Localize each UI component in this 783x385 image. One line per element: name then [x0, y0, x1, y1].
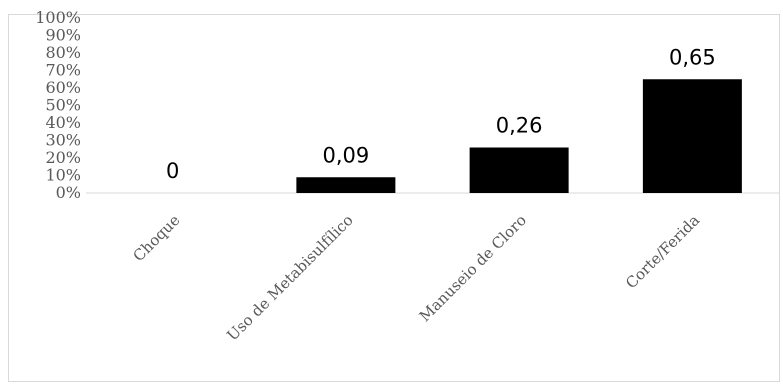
bar [642, 79, 742, 193]
category-label: Corte/Ferida [622, 211, 703, 292]
y-tick-label: 40% [45, 113, 81, 132]
data-label: 0 [166, 159, 179, 183]
y-tick-label: 60% [45, 78, 81, 97]
y-tick-label: 90% [45, 26, 81, 45]
y-tick-label: 70% [45, 61, 81, 80]
bar [469, 147, 569, 193]
y-tick-label: 80% [45, 43, 81, 62]
data-label: 0,26 [496, 114, 543, 138]
category-label: Choque [129, 211, 183, 265]
y-tick-label: 10% [45, 166, 81, 185]
data-label: 0,09 [322, 143, 369, 167]
y-axis-ticks: 0%10%20%30%40%50%60%70%80%90%100% [35, 8, 81, 202]
bars [296, 79, 742, 193]
category-label: Manuseio de Cloro [416, 211, 530, 325]
category-labels: Choque Uso de Metabisulfílico Manuseio de … [129, 211, 703, 344]
y-tick-label: 20% [45, 148, 81, 167]
y-tick-label: 30% [45, 131, 81, 150]
data-labels: 0 0,09 0,26 0,65 [166, 45, 716, 183]
bar [296, 177, 396, 193]
category-label: Uso de Metabisulfílico [223, 211, 356, 344]
chart-frame [8, 14, 780, 382]
data-label: 0,65 [669, 45, 716, 69]
y-tick-label: 50% [45, 96, 81, 115]
y-tick-label: 100% [35, 8, 81, 27]
y-tick-label: 0% [56, 183, 81, 202]
